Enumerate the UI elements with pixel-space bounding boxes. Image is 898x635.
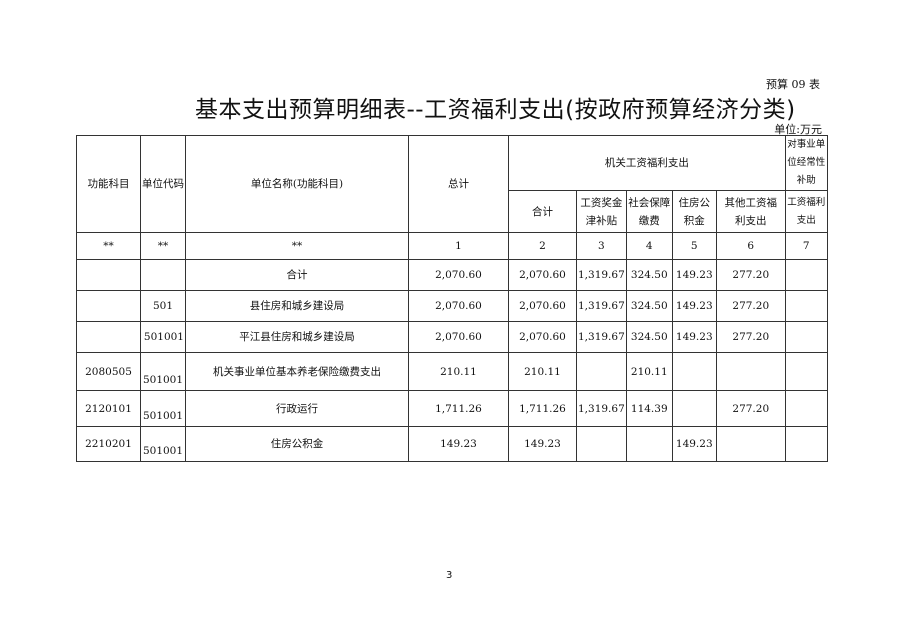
table-cell: 1,319.67 [576, 390, 627, 427]
table-cell [576, 426, 627, 462]
table-cell: 324.50 [625, 321, 673, 353]
table-cell: 501001 [140, 426, 186, 462]
table-cell: 合计 [185, 259, 409, 291]
table-cell: 2080505 [76, 352, 141, 391]
table-cell [140, 259, 186, 291]
table-row: 2120101 501001 行政运行 1,711.26 1,711.26 1,319.6… [76, 390, 828, 427]
index-cell: ** [140, 232, 186, 260]
table-cell [76, 290, 141, 322]
table-cell: 277.20 [715, 390, 786, 427]
table-cell [671, 390, 717, 427]
table-cell: 324.50 [625, 290, 673, 322]
table-cell: 324.50 [625, 259, 673, 291]
table-cell: 平江县住房和城乡建设局 [185, 321, 409, 353]
table-cell [625, 426, 673, 462]
table-row: 501 县住房和城乡建设局 2,070.60 2,070.60 1,319.67 324.… [76, 290, 828, 322]
table-row: 2080505 501001 机关事业单位基本养老保险缴费支出 210.11 210.1… [76, 352, 828, 391]
table-cell: 149.23 [508, 426, 577, 462]
table-cell: 149.23 [671, 290, 717, 322]
table-cell: 县住房和城乡建设局 [185, 290, 409, 322]
table-cell: 149.23 [671, 259, 717, 291]
table-cell: 行政运行 [185, 390, 409, 427]
table-cell: 501001 [140, 352, 186, 391]
index-cell: ** [76, 232, 141, 260]
form-number: 预算 09 表 [766, 78, 820, 91]
table-cell: 277.20 [715, 321, 786, 353]
index-cell: 7 [784, 232, 828, 260]
table-cell [576, 352, 627, 391]
header-welfare: 工资福利支出 [784, 190, 828, 233]
index-cell: 4 [625, 232, 673, 260]
table-cell: 2210201 [76, 426, 141, 462]
table-cell: 2,070.60 [508, 259, 577, 291]
table-cell: 1,711.26 [408, 390, 509, 427]
table-cell: 210.11 [508, 352, 577, 391]
table-cell [784, 426, 828, 462]
table-cell: 2120101 [76, 390, 141, 427]
header-subtotal: 合计 [508, 190, 577, 233]
table-cell [76, 259, 141, 291]
table-cell [784, 321, 828, 353]
header-social: 社会保障缴费 [625, 190, 673, 233]
header-housing: 住房公积金 [671, 190, 717, 233]
table-cell [784, 352, 828, 391]
index-cell: 3 [576, 232, 627, 260]
table-cell: 2,070.60 [408, 321, 509, 353]
table-row: 2210201 501001 住房公积金 149.23 149.23 149.23 [76, 426, 828, 462]
table-cell: 501001 [140, 390, 186, 427]
page-title: 基本支出预算明细表--工资福利支出(按政府预算经济分类) [195, 97, 796, 123]
table-cell: 2,070.60 [408, 259, 509, 291]
table-cell [671, 352, 717, 391]
table-row: 501001 平江县住房和城乡建设局 2,070.60 2,070.60 1,319.6… [76, 321, 828, 353]
header-org-group: 机关工资福利支出 [508, 135, 786, 191]
index-cell: 2 [508, 232, 577, 260]
index-cell: 6 [715, 232, 786, 260]
table-cell [784, 259, 828, 291]
table-cell: 2,070.60 [508, 290, 577, 322]
header-unit-name: 单位名称(功能科目) [185, 135, 409, 233]
header-func-subject: 功能科目 [76, 135, 141, 233]
index-cell: ** [185, 232, 409, 260]
page-number: 3 [446, 570, 453, 581]
table-row: 合计 2,070.60 2,070.60 1,319.67 324.50 149.23 27… [76, 259, 828, 291]
table-cell: 210.11 [408, 352, 509, 391]
index-row: ** ** ** 1 2 3 4 5 6 7 [76, 232, 828, 260]
table-cell: 机关事业单位基本养老保险缴费支出 [185, 352, 409, 391]
header-total: 总计 [408, 135, 509, 233]
table-cell [784, 390, 828, 427]
index-cell: 5 [671, 232, 717, 260]
table-cell: 210.11 [625, 352, 673, 391]
table-cell [784, 290, 828, 322]
index-cell: 1 [408, 232, 509, 260]
table-cell: 149.23 [671, 426, 717, 462]
table-cell: 149.23 [408, 426, 509, 462]
header-unit-code: 单位代码 [140, 135, 186, 233]
table-cell [715, 426, 786, 462]
table-cell [715, 352, 786, 391]
table-cell: 住房公积金 [185, 426, 409, 462]
table-cell: 501 [140, 290, 186, 322]
table-cell: 2,070.60 [508, 321, 577, 353]
table-cell [76, 321, 141, 353]
table-cell: 277.20 [715, 290, 786, 322]
table-cell: 1,319.67 [576, 321, 627, 353]
header-sub-group: 对事业单位经常性补助 [784, 135, 828, 191]
table-cell: 277.20 [715, 259, 786, 291]
unit-label: 单位:万元 [774, 123, 822, 136]
budget-table: 功能科目 单位代码 单位名称(功能科目) 总计 机关工资福利支出 对事业单位经常… [76, 135, 828, 462]
table-cell: 1,711.26 [508, 390, 577, 427]
header-wages: 工资奖金津补贴 [576, 190, 627, 233]
table-cell: 2,070.60 [408, 290, 509, 322]
table-cell: 114.39 [625, 390, 673, 427]
table-cell: 1,319.67 [576, 290, 627, 322]
table-cell: 1,319.67 [576, 259, 627, 291]
table-cell: 149.23 [671, 321, 717, 353]
table-cell: 501001 [140, 321, 186, 353]
header-other: 其他工资福利支出 [715, 190, 786, 233]
